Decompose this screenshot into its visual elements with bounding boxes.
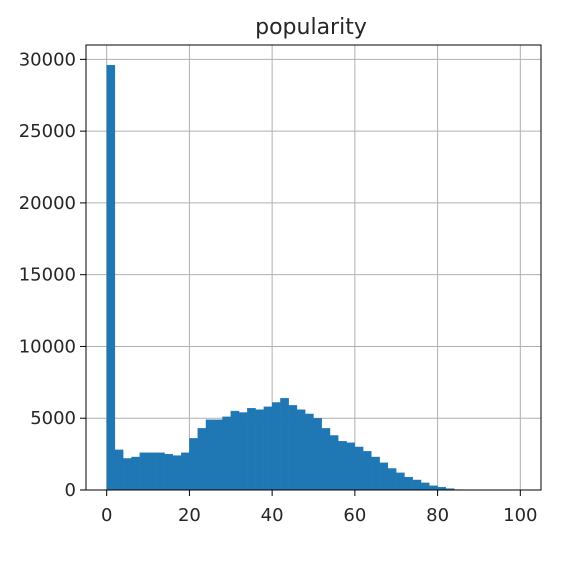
- histogram-bar: [173, 456, 181, 490]
- histogram-bar: [264, 407, 272, 490]
- histogram-bar: [256, 410, 264, 490]
- histogram-bar: [388, 468, 396, 490]
- histogram-bar: [272, 402, 280, 490]
- chart-title: popularity: [255, 15, 367, 40]
- y-tick-label: 0: [65, 480, 76, 501]
- histogram-bar: [280, 398, 288, 490]
- histogram-bar: [247, 408, 255, 490]
- histogram-bar: [322, 428, 330, 490]
- y-tick-label: 10000: [19, 336, 76, 357]
- histogram-bar: [289, 405, 297, 490]
- histogram-bar: [413, 480, 421, 490]
- histogram-bar: [371, 457, 379, 490]
- y-tick-label: 25000: [19, 121, 76, 142]
- y-tick-label: 15000: [19, 265, 76, 286]
- x-tick-label: 0: [101, 505, 112, 526]
- x-tick-label: 40: [261, 505, 284, 526]
- histogram-bar: [107, 65, 115, 490]
- histogram-bar: [198, 428, 206, 490]
- histogram-bar: [297, 410, 305, 490]
- histogram-bar: [214, 420, 222, 490]
- histogram-bar: [156, 453, 164, 490]
- x-tick-label: 60: [343, 505, 366, 526]
- y-tick-label: 5000: [30, 408, 76, 429]
- histogram-bar: [206, 420, 214, 490]
- bars-layer: [107, 65, 521, 490]
- histogram-bar: [305, 414, 313, 490]
- x-tick-label: 20: [178, 505, 201, 526]
- histogram-bar: [347, 443, 355, 490]
- y-tick-label: 30000: [19, 49, 76, 70]
- histogram-bar: [181, 453, 189, 490]
- histogram-bar: [330, 435, 338, 490]
- histogram-bar: [355, 447, 363, 490]
- histogram-bar: [132, 457, 140, 490]
- histogram-bar: [123, 458, 131, 490]
- histogram-bar: [223, 417, 231, 490]
- histogram-bar: [380, 463, 388, 490]
- x-tick-label: 80: [426, 505, 449, 526]
- histogram-bar: [115, 450, 123, 490]
- histogram-bar: [148, 453, 156, 490]
- histogram-bar: [140, 453, 148, 490]
- histogram-bar: [396, 473, 404, 490]
- y-tick-label: 20000: [19, 193, 76, 214]
- histogram-bar: [405, 477, 413, 490]
- histogram-bar: [314, 418, 322, 490]
- histogram-bar: [363, 451, 371, 490]
- histogram-bar: [338, 441, 346, 490]
- histogram-bar: [231, 411, 239, 490]
- histogram-bar: [189, 438, 197, 490]
- x-tick-label: 100: [503, 505, 537, 526]
- histogram-bar: [165, 454, 173, 490]
- histogram-bar: [421, 483, 429, 490]
- histogram-bar: [429, 486, 437, 490]
- histogram-bar: [239, 412, 247, 490]
